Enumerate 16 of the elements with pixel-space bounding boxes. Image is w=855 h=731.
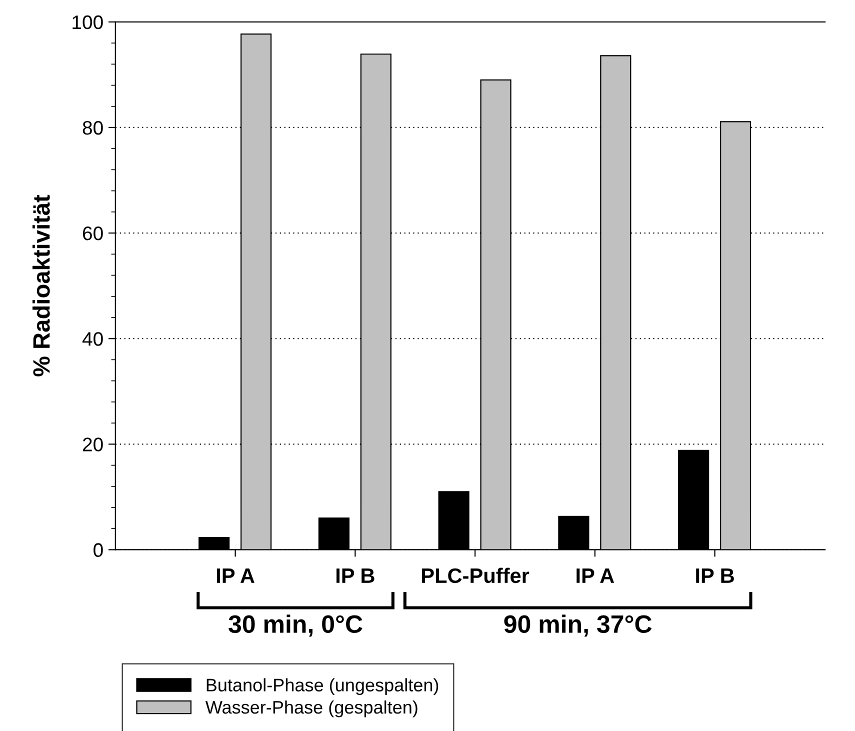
legend-label: Wasser-Phase (gespalten) <box>205 700 418 718</box>
y-tick-label: 80 <box>82 120 103 135</box>
text: 30 min, 0°C <box>228 614 362 637</box>
x-tick-label: IP B <box>696 568 734 583</box>
x-tick-label: IP B <box>336 568 374 583</box>
y-tick-label: 40 <box>82 332 103 346</box>
x-tick-label: PLC-Puffer <box>422 568 530 584</box>
text: 90 min, 37°C <box>504 614 652 637</box>
y-axis-title: % Radioaktivität <box>32 194 50 376</box>
y-tick-label: 20 <box>82 438 103 452</box>
y-tick-label: 60 <box>82 226 103 240</box>
y-tick-label: 100 <box>72 15 103 30</box>
x-tick-label: IP A <box>576 568 614 583</box>
x-tick-label: IP A <box>217 568 254 583</box>
legend-label: Butanol-Phase (ungespalten) <box>206 678 438 696</box>
y-tick-label: 0 <box>94 543 103 557</box>
